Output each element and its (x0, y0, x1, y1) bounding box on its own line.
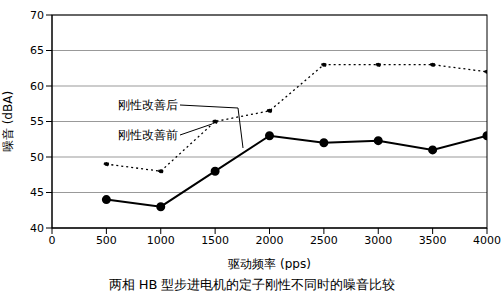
svg-text:2500: 2500 (310, 234, 338, 247)
svg-text:0: 0 (49, 234, 56, 247)
svg-text:65: 65 (30, 44, 44, 57)
svg-text:4000: 4000 (473, 234, 496, 247)
svg-text:60: 60 (30, 80, 44, 93)
html-text:两相 HB 型步进电机的定子刚性不同时的噪音比较: 两相 HB 型步进电机的定子刚性不同时的噪音比较 (108, 277, 396, 292)
svg-text:噪音 (dBA): 噪音 (dBA) (8, 91, 15, 152)
svg-text:500: 500 (96, 234, 117, 247)
svg-text:3000: 3000 (364, 234, 392, 247)
svg-text:1000: 1000 (147, 234, 175, 247)
svg-text:1500: 1500 (201, 234, 229, 247)
svg-text:55: 55 (30, 115, 44, 128)
svg-text:50: 50 (30, 151, 44, 164)
svg-text:2000: 2000 (256, 234, 284, 247)
svg-text:45: 45 (30, 186, 44, 199)
svg-text:70: 70 (30, 9, 44, 22)
svg-text:驱动频率 (pps): 驱动频率 (pps) (228, 257, 311, 270)
svg-text:刚性改善前: 刚性改善前 (118, 128, 178, 142)
svg-text:40: 40 (30, 222, 44, 235)
svg-text:刚性改善后: 刚性改善后 (118, 98, 178, 112)
svg-text:3500: 3500 (419, 234, 447, 247)
